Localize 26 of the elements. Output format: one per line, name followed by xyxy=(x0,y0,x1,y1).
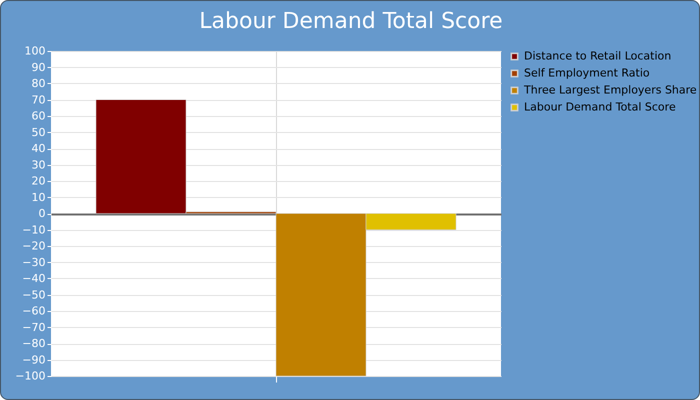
y-tick-label: −90 xyxy=(22,353,46,366)
y-tick-label: 50 xyxy=(32,126,46,139)
y-tick-label: −60 xyxy=(22,304,46,318)
y-tick-label: 90 xyxy=(32,60,46,74)
y-tick-label: 0 xyxy=(38,207,46,220)
y-tick-label: −10 xyxy=(22,223,46,236)
y-tick-label: 20 xyxy=(32,174,46,188)
y-tick-label: −70 xyxy=(22,320,46,334)
legend-label: Distance to Retail Location xyxy=(524,50,672,62)
y-tick-label: 100 xyxy=(24,44,46,58)
legend-label: Self Employment Ratio xyxy=(524,66,650,80)
y-tick-label: 30 xyxy=(32,158,46,172)
y-tick-label: −80 xyxy=(22,337,46,350)
y-tick-label: −30 xyxy=(22,256,46,269)
y-tick-label: −20 xyxy=(22,240,46,252)
y-tick-label: 40 xyxy=(32,142,46,155)
legend-label: Labour Demand Total Score xyxy=(524,100,676,114)
y-tick-label: 80 xyxy=(32,77,46,90)
y-tick-label: 70 xyxy=(32,93,46,106)
chart-title: Labour Demand Total Score xyxy=(199,9,503,34)
y-tick-label: −100 xyxy=(15,370,46,382)
y-tick-label: −40 xyxy=(22,272,46,285)
y-tick-label: 10 xyxy=(32,190,46,204)
y-tick-label: 60 xyxy=(32,110,46,122)
legend-label: Three Largest Employers Share xyxy=(523,84,697,96)
y-tick-label: −50 xyxy=(22,288,46,302)
